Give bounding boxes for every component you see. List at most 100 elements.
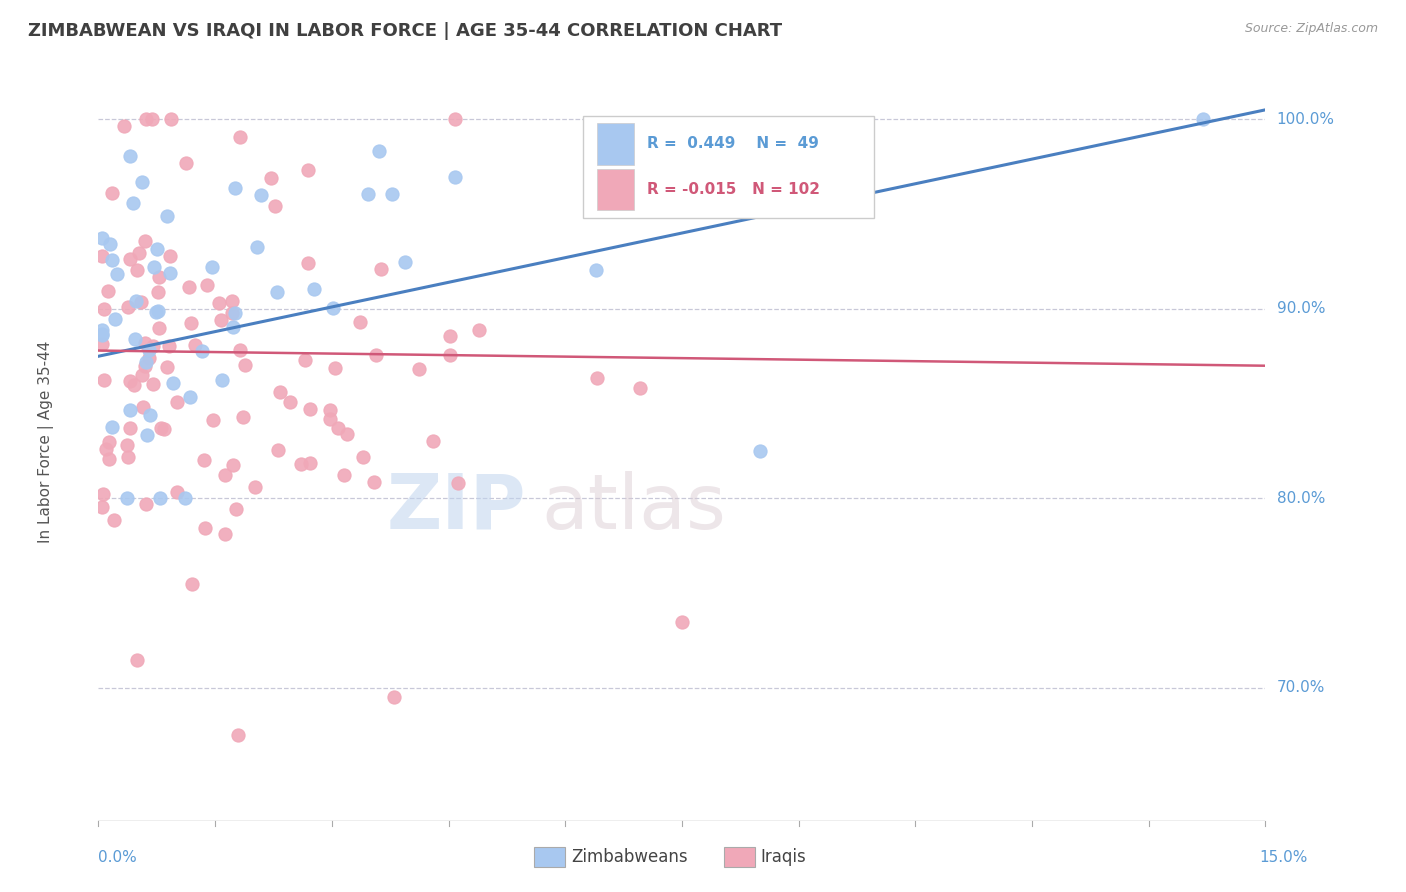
Point [124,332,146,346]
Point [194,521,217,535]
Point [97,451,120,466]
Point [280,395,302,409]
Point [93,301,115,316]
Point [162,376,184,391]
Point [98,237,121,252]
Point [250,188,273,202]
Point [183,338,205,352]
Point [91,323,114,337]
FancyBboxPatch shape [582,115,875,218]
Point [134,112,156,127]
Point [101,252,124,267]
Point [159,266,181,280]
Point [221,305,243,319]
Point [209,312,232,326]
Point [148,321,170,335]
Point [628,381,651,395]
Text: In Labor Force | Age 35-44: In Labor Force | Age 35-44 [38,341,53,542]
Point [91,500,114,515]
Point [193,453,215,467]
Text: Zimbabweans: Zimbabweans [571,848,688,866]
Bar [596,123,634,165]
Point [115,491,138,506]
Text: R = -0.015   N = 102: R = -0.015 N = 102 [647,182,820,196]
Text: 70.0%: 70.0% [1277,681,1324,696]
Point [235,359,257,373]
Point [122,378,145,392]
Point [222,320,245,334]
Point [225,502,247,516]
Point [228,728,250,742]
Point [93,373,115,387]
Point [120,403,142,417]
Text: Iraqis: Iraqis [761,848,807,866]
Point [103,513,125,527]
Point [97,284,120,298]
Point [128,245,150,260]
Point [180,576,202,591]
Point [179,280,201,294]
Point [142,376,165,391]
Point [269,384,291,399]
Point [214,468,236,483]
Point [191,343,214,358]
Point [214,526,236,541]
Point [129,295,152,310]
Text: 90.0%: 90.0% [1277,301,1324,317]
Point [363,475,385,489]
Point [319,412,342,426]
Point [422,434,444,449]
Point [131,176,153,190]
Point [159,112,181,127]
Point [118,149,141,163]
Point [97,435,120,450]
Point [224,306,246,320]
Point [447,476,470,491]
Point [267,442,290,457]
Point [157,339,180,353]
Point [135,355,157,369]
Text: 0.0%: 0.0% [98,850,138,864]
Point [146,285,169,299]
Point [1192,112,1215,127]
Point [208,295,231,310]
Point [349,315,371,329]
Text: Source: ZipAtlas.com: Source: ZipAtlas.com [1244,22,1378,36]
Point [671,615,693,629]
Point [439,348,461,362]
Point [134,336,156,351]
Point [222,458,245,472]
Text: ZIMBABWEAN VS IRAQI IN LABOR FORCE | AGE 35-44 CORRELATION CHART: ZIMBABWEAN VS IRAQI IN LABOR FORCE | AGE… [28,22,782,40]
Point [131,368,153,382]
Point [146,242,169,256]
Point [117,450,139,464]
Point [138,351,160,365]
Point [125,262,148,277]
Point [115,437,138,451]
Point [139,408,162,422]
Point [120,421,142,435]
Point [149,421,172,435]
Point [143,260,166,274]
Point [166,485,188,500]
Point [101,420,124,434]
Text: 15.0%: 15.0% [1260,850,1308,864]
Point [748,444,770,458]
Point [260,171,283,186]
Point [264,199,287,213]
Point [127,652,149,666]
Point [94,442,117,457]
Point [201,413,224,427]
Point [323,360,346,375]
Point [135,497,157,511]
Point [232,409,254,424]
Point [174,491,197,506]
Point [352,450,374,464]
Point [439,329,461,343]
Point [91,328,114,343]
Point [134,234,156,248]
Point [298,402,321,417]
Point [229,130,252,145]
Point [585,263,607,277]
Point [159,249,181,263]
